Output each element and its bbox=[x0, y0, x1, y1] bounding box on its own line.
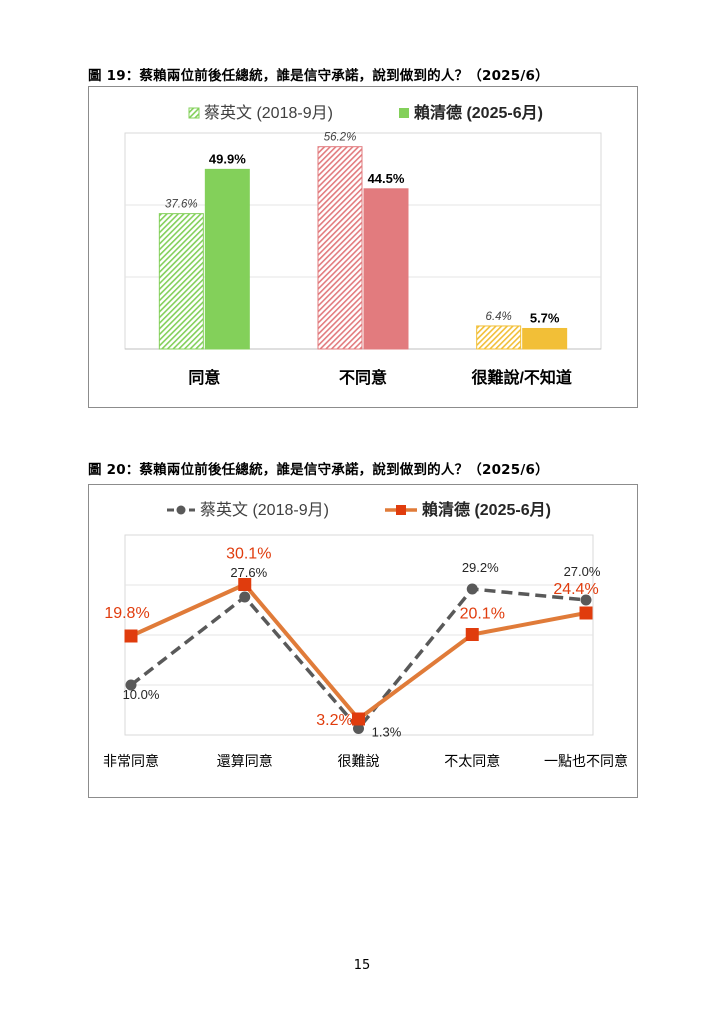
category-label-4: 一點也不同意 bbox=[544, 753, 628, 769]
legend-label-tsai: 蔡英文 (2018-9月) bbox=[200, 501, 329, 519]
legend-label-lai: 賴清德 (2025-6月) bbox=[422, 500, 551, 519]
point-lai-2 bbox=[352, 712, 365, 726]
data-label-tsai-0: 37.6% bbox=[165, 199, 198, 211]
bar-lai-0 bbox=[204, 168, 250, 350]
point-lai-3 bbox=[465, 628, 479, 641]
category-label-0: 非常同意 bbox=[103, 753, 159, 769]
legend-label-lai: 賴清德 (2025-6月) bbox=[414, 103, 543, 122]
page-number: 15 bbox=[353, 958, 371, 973]
legend-swatch-lai bbox=[399, 108, 409, 118]
category-label-1: 不同意 bbox=[339, 368, 387, 387]
legend-swatch-tsai bbox=[188, 107, 200, 119]
data-label-tsai-4: 27.0% bbox=[564, 564, 601, 579]
figure-19-frame: 蔡英文 (2018-9月) 賴清德 (2025-6月) 37.6% 49.9% 同意 56… bbox=[88, 86, 638, 408]
point-tsai-3 bbox=[466, 583, 478, 595]
bar-lai-2 bbox=[522, 327, 568, 350]
data-label-lai-4: 24.4% bbox=[553, 581, 598, 598]
series-line-lai bbox=[130, 582, 587, 722]
series-line-tsai bbox=[129, 587, 587, 732]
data-label-lai-1: 30.1% bbox=[226, 546, 271, 563]
legend-marker-lai bbox=[396, 505, 406, 515]
point-tsai-2 bbox=[353, 723, 364, 734]
category-label-1: 還算同意 bbox=[217, 753, 273, 769]
data-label-tsai-3: 29.2% bbox=[462, 560, 499, 575]
data-label-tsai-2: 6.4% bbox=[486, 311, 512, 323]
data-label-tsai-1: 56.2% bbox=[324, 132, 357, 144]
bar-tsai-2 bbox=[476, 325, 522, 350]
point-tsai-0 bbox=[125, 679, 137, 691]
legend-marker-tsai bbox=[176, 505, 186, 515]
category-label-0: 同意 bbox=[188, 368, 220, 387]
category-label-2: 很難說/不知道 bbox=[471, 368, 571, 387]
data-label-lai-2: 5.7% bbox=[530, 310, 560, 325]
figure-20-title: 圖 20：蔡賴兩位前後任總統，誰是信守承諾，說到做到的人？（2025/6） bbox=[88, 462, 549, 478]
point-tsai-4 bbox=[580, 594, 592, 606]
bar-chart: 蔡英文 (2018-9月) 賴清德 (2025-6月) 37.6% 49.9% 同意 56… bbox=[124, 103, 602, 387]
category-label-3: 不太同意 bbox=[444, 753, 500, 769]
data-label-tsai-1: 27.6% bbox=[230, 565, 267, 580]
legend-label-tsai: 蔡英文 (2018-9月) bbox=[204, 104, 333, 122]
point-tsai-1 bbox=[239, 591, 251, 603]
bar-lai-1 bbox=[363, 188, 409, 350]
data-label-tsai-2: 1.3% bbox=[372, 725, 402, 740]
point-lai-0 bbox=[124, 629, 138, 643]
data-label-lai-0: 19.8% bbox=[104, 605, 149, 622]
data-label-lai-0: 49.9% bbox=[209, 151, 246, 166]
data-label-lai-1: 44.5% bbox=[368, 171, 405, 186]
point-lai-1 bbox=[238, 578, 252, 591]
bar-tsai-1 bbox=[317, 146, 363, 350]
category-label-2: 很難說 bbox=[338, 753, 380, 769]
point-lai-4 bbox=[579, 606, 593, 620]
data-label-tsai-0: 10.0% bbox=[123, 687, 160, 702]
data-label-lai-2: 3.2% bbox=[316, 712, 352, 729]
bar-tsai-0 bbox=[158, 213, 204, 350]
line-chart: 蔡英文 (2018-9月) 賴清德 (2025-6月) 10.0% 27.6% 1.3%… bbox=[103, 500, 628, 769]
figure-20-frame: 蔡英文 (2018-9月) 賴清德 (2025-6月) 10.0% 27.6% 1.3%… bbox=[88, 484, 638, 798]
figure-19-title: 圖 19：蔡賴兩位前後任總統，誰是信守承諾，說到做到的人？（2025/6） bbox=[88, 68, 549, 84]
data-label-lai-3: 20.1% bbox=[460, 606, 505, 623]
